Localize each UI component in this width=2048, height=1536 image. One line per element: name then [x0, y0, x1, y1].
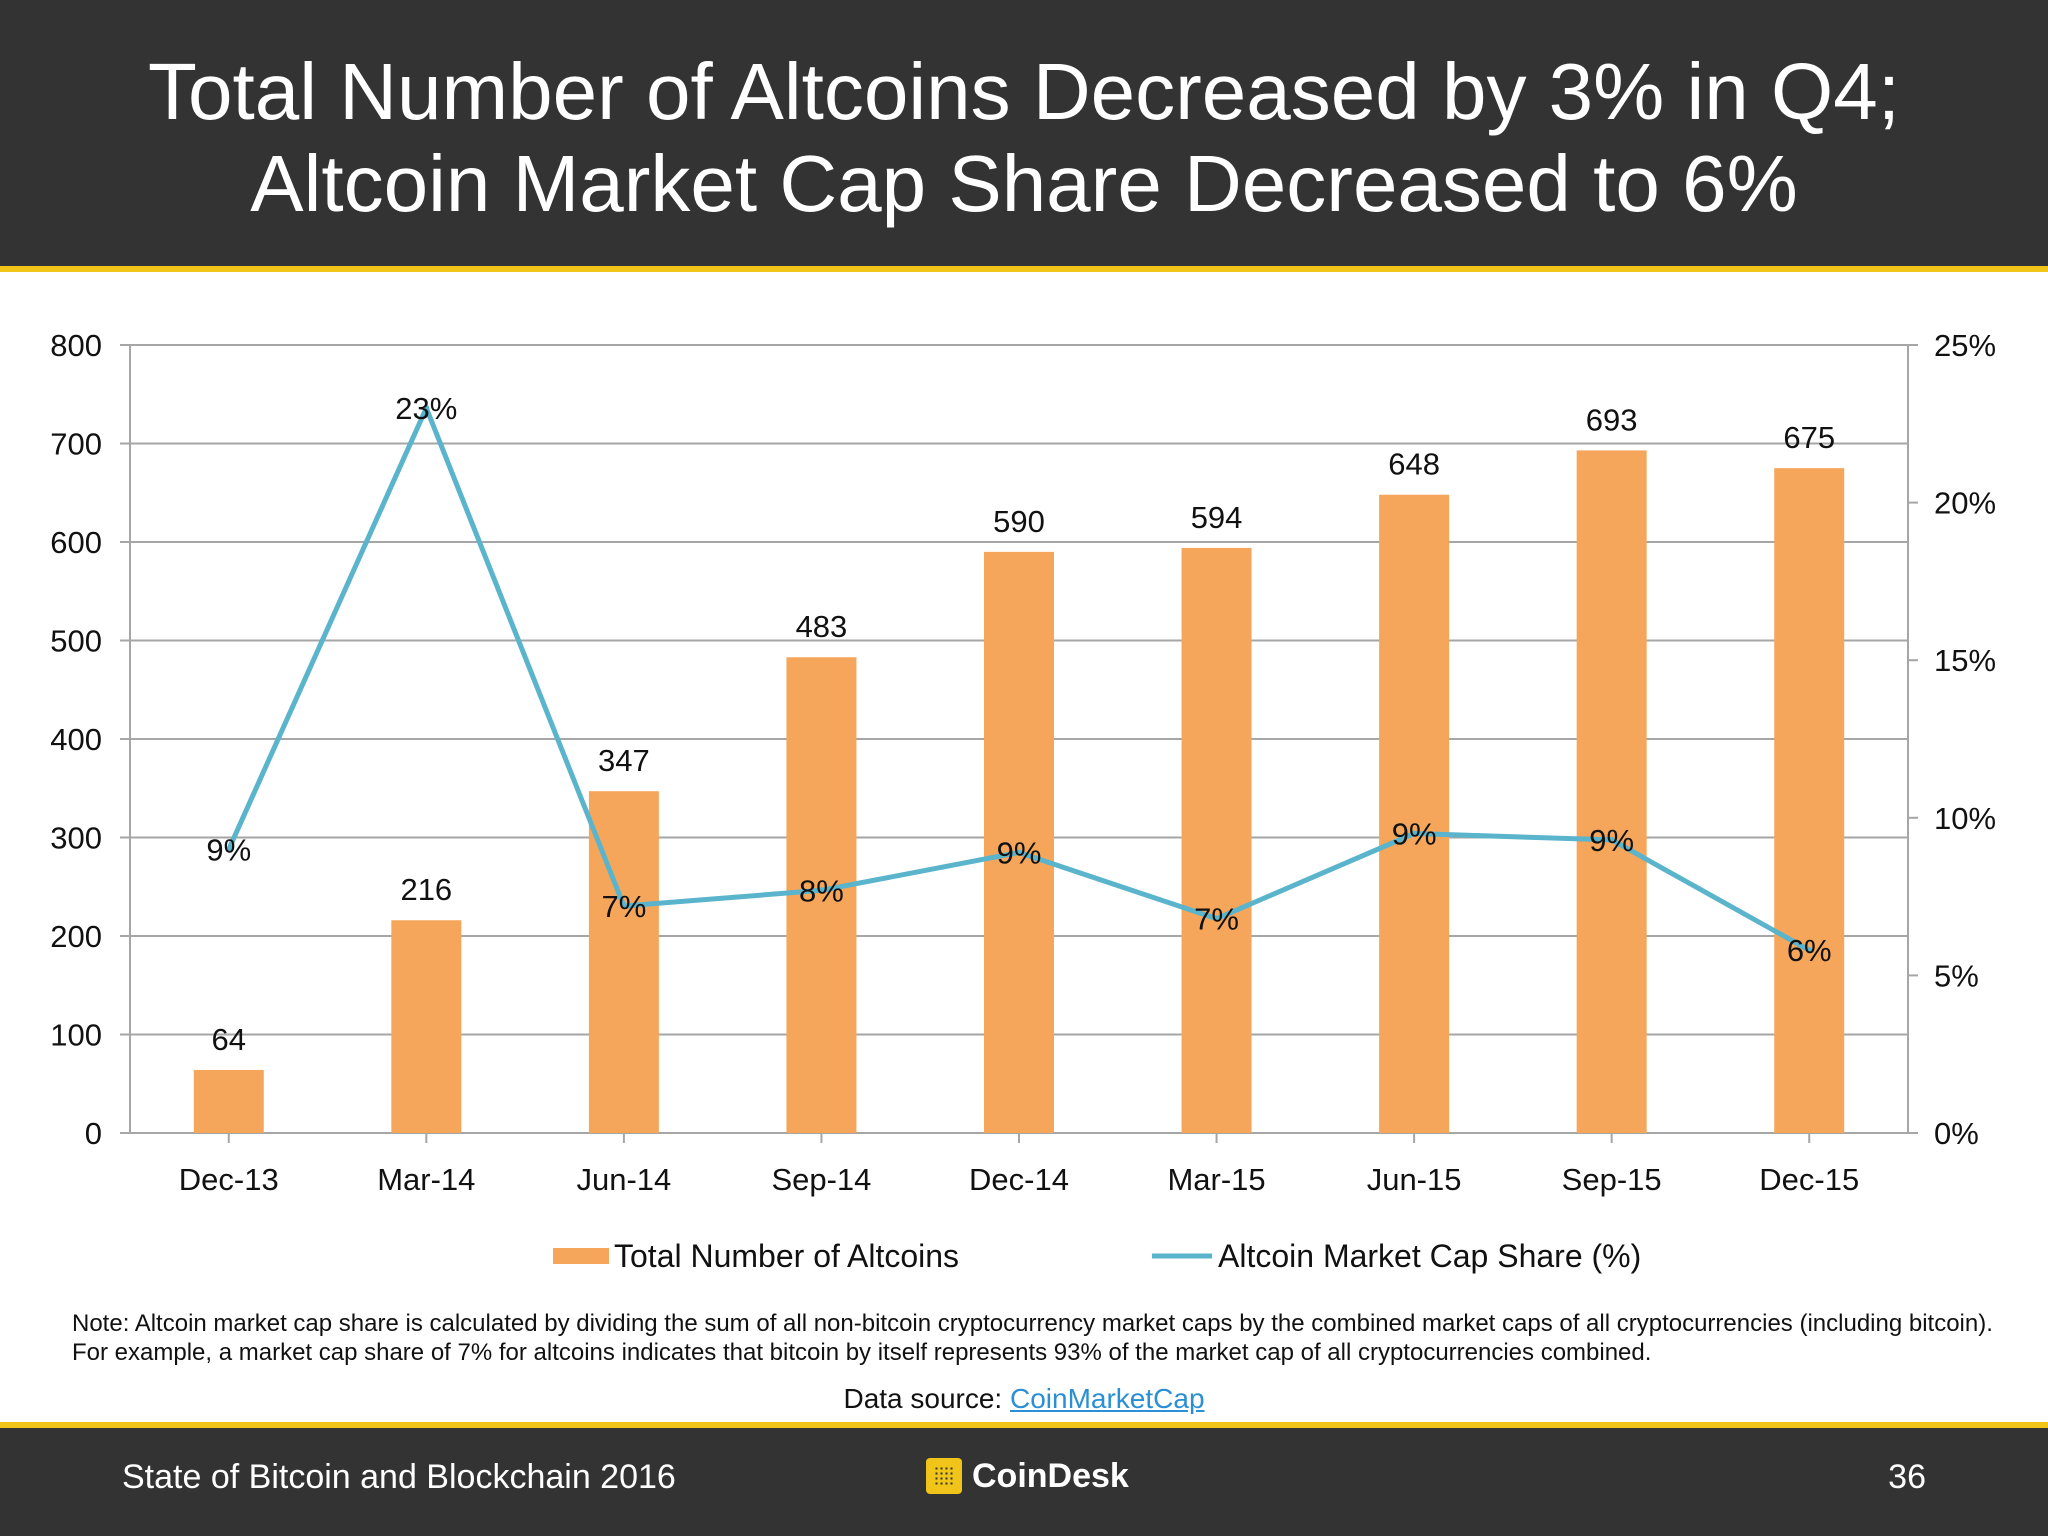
line-point — [423, 405, 430, 412]
bar-value-label: 216 — [400, 872, 452, 907]
x-tick-label: Sep-14 — [771, 1162, 871, 1197]
bar — [1181, 547, 1252, 1133]
line-point — [1608, 836, 1615, 843]
legend-label-bars: Total Number of Altcoins — [614, 1238, 959, 1274]
title-line-2: Altcoin Market Cap Share Decreased to 6% — [250, 139, 1798, 228]
line-value-label: 8% — [799, 873, 844, 908]
footer-text: State of Bitcoin and Blockchain 2016 — [122, 1458, 676, 1496]
line-value-label: 23% — [395, 391, 457, 426]
bar — [984, 551, 1054, 1133]
x-tick-label: Dec-13 — [179, 1162, 279, 1197]
page-number: 36 — [1888, 1458, 1926, 1496]
slide-title: Total Number of Altcoins Decreased by 3%… — [0, 46, 2048, 230]
data-source-link[interactable]: CoinMarketCap — [1010, 1383, 1205, 1414]
line-point — [818, 887, 825, 894]
combo-chart: 0 100 200 300 400 500 600 700 800 0% 5% 10% 15% 20% 25… — [50, 328, 1996, 1274]
line-value-label: 9% — [206, 832, 251, 867]
legend-label-line: Altcoin Market Cap Share (%) — [1218, 1238, 1641, 1274]
y-right-tick-label: 0% — [1934, 1116, 1979, 1151]
bar-value-label: 64 — [212, 1022, 246, 1057]
line-point — [1213, 915, 1220, 922]
line-value-label: 9% — [1392, 817, 1437, 852]
line-point — [1411, 830, 1418, 837]
bar-value-label: 675 — [1783, 420, 1835, 455]
coindesk-logo: CoinDesk — [926, 1454, 1129, 1498]
y-left-tick-label: 0 — [85, 1116, 102, 1151]
slide-footer: State of Bitcoin and Blockchain 2016 Coi… — [0, 1428, 2048, 1536]
x-tick-label: Mar-15 — [1167, 1162, 1265, 1197]
y-left-tick-label: 700 — [50, 427, 102, 462]
line-value-label: 9% — [1589, 823, 1634, 858]
x-tick-label: Jun-15 — [1367, 1162, 1462, 1197]
bar-value-label: 347 — [598, 743, 650, 778]
x-tick-label: Dec-15 — [1759, 1162, 1859, 1197]
line-point — [620, 903, 627, 910]
bar — [1576, 450, 1647, 1133]
y-right-tick-label: 10% — [1934, 801, 1996, 836]
bar-value-label: 590 — [993, 504, 1045, 539]
coindesk-logo-icon — [926, 1458, 962, 1494]
line-value-label: 6% — [1787, 933, 1832, 968]
bar — [1379, 494, 1450, 1134]
bar — [193, 1069, 264, 1133]
footer-divider — [0, 1422, 2048, 1428]
x-tick-label: Mar-14 — [377, 1162, 475, 1197]
line-point — [1806, 947, 1813, 954]
bar — [391, 920, 462, 1133]
line-value-label: 7% — [601, 889, 646, 924]
title-line-1: Total Number of Altcoins Decreased by 3%… — [148, 47, 1900, 136]
x-tick-label: Dec-14 — [969, 1162, 1069, 1197]
line-value-label: 9% — [997, 835, 1042, 870]
y-left-tick-label: 800 — [50, 328, 102, 363]
header-divider — [0, 266, 2048, 272]
y-left-tick-label: 300 — [50, 821, 102, 856]
y-right-tick-label: 5% — [1934, 958, 1979, 993]
y-right-tick-label: 15% — [1934, 643, 1996, 678]
y-left-tick-label: 400 — [50, 722, 102, 757]
bar — [1774, 468, 1845, 1133]
line-value-label: 7% — [1194, 902, 1239, 937]
y-left-tick-label: 600 — [50, 525, 102, 560]
data-source-label: Data source: — [843, 1383, 1003, 1414]
bar — [786, 657, 857, 1133]
logo-text: CoinDesk — [972, 1456, 1129, 1495]
chart-note: Note: Altcoin market cap share is calcul… — [72, 1310, 1993, 1366]
bar-value-label: 594 — [1191, 500, 1243, 535]
y-left-tick-label: 200 — [50, 919, 102, 954]
line-point — [225, 846, 232, 853]
y-left-tick-label: 100 — [50, 1018, 102, 1053]
slide-header — [0, 0, 2048, 266]
line-point — [1016, 849, 1022, 856]
bar-value-label: 648 — [1388, 447, 1440, 482]
y-left-tick-label: 500 — [50, 624, 102, 659]
x-tick-label: Sep-15 — [1562, 1162, 1662, 1197]
bar-value-label: 693 — [1586, 402, 1638, 437]
data-source: Data source: CoinMarketCap — [0, 1383, 2048, 1415]
y-right-tick-label: 20% — [1934, 486, 1996, 521]
legend-swatch-bars — [553, 1248, 609, 1264]
bar-value-label: 483 — [796, 609, 848, 644]
y-right-tick-label: 25% — [1934, 328, 1996, 363]
x-tick-label: Jun-14 — [576, 1162, 671, 1197]
